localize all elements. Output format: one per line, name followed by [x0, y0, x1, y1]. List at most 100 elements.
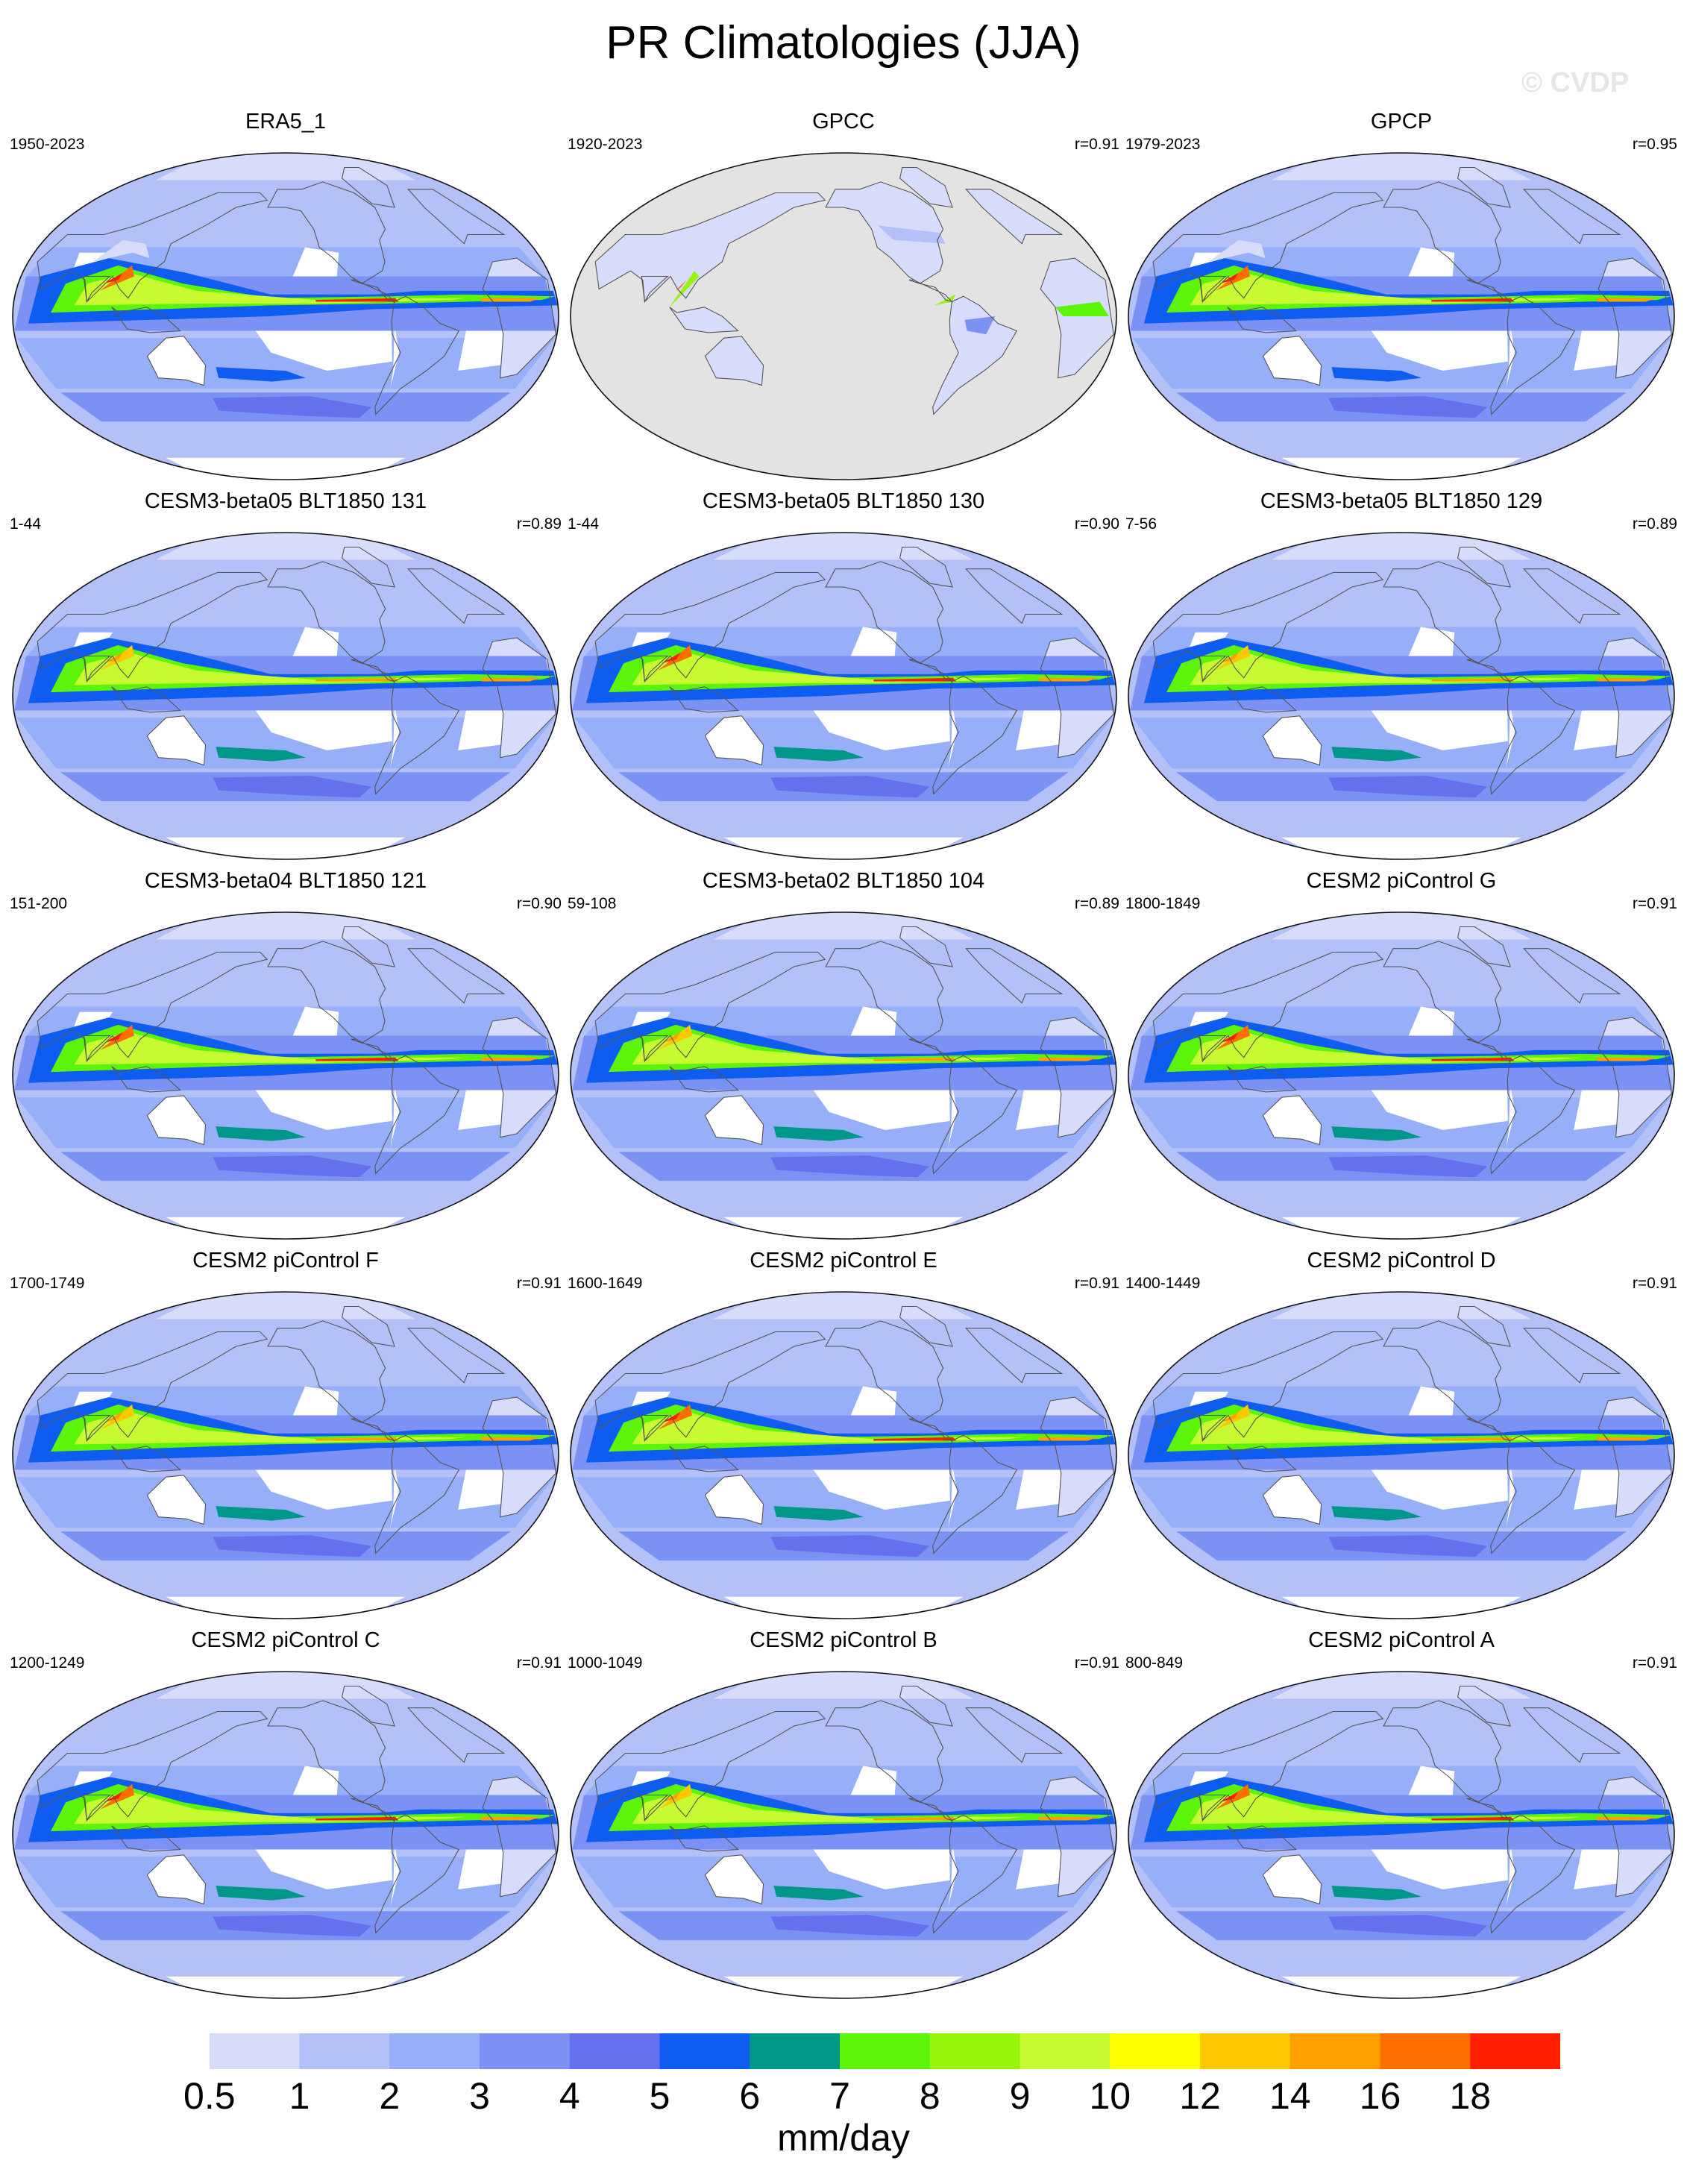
precip-map — [570, 152, 1117, 480]
panel-years: 800-849 — [1125, 1654, 1184, 1672]
panel-years: 1700-1749 — [10, 1275, 85, 1292]
panel-title: CESM2 piControl C — [191, 1628, 380, 1652]
precip-map — [12, 152, 559, 480]
panel-years: 1800-1849 — [1125, 895, 1201, 912]
panel-years: 1-44 — [10, 515, 42, 533]
map-panel: CESM2 piControl D 1400-1449 r=0.91 — [1125, 1247, 1677, 1624]
map-panel: CESM2 piControl E 1600-1649 r=0.91 — [568, 1247, 1119, 1624]
panel-title: CESM3-beta02 BLT1850 104 — [702, 869, 985, 893]
colorbar-tick-label: 10 — [1089, 2075, 1131, 2117]
colorbar-tick-label: 5 — [649, 2075, 670, 2117]
map-panel: CESM3-beta04 BLT1850 121 151-200 r=0.90 — [10, 867, 562, 1244]
colorbar-swatch — [659, 2033, 750, 2069]
colorbar-tick-label: 16 — [1359, 2075, 1401, 2117]
map-panel: GPCC 1920-2023 r=0.91 — [568, 108, 1119, 485]
colorbar-swatch — [209, 2033, 300, 2069]
precip-map — [12, 911, 559, 1240]
panel-title: CESM3-beta05 BLT1850 131 — [144, 489, 427, 513]
panel-years: 1920-2023 — [568, 136, 643, 153]
precip-map — [1128, 911, 1675, 1240]
map-panel: CESM2 piControl A 800-849 r=0.91 — [1125, 1627, 1677, 2003]
panel-correlation: r=0.91 — [516, 1275, 562, 1292]
panel-title: CESM3-beta05 BLT1850 130 — [702, 489, 985, 513]
panel-correlation: r=0.89 — [1632, 515, 1677, 533]
precip-map — [12, 1291, 559, 1619]
colorbar-tick-label: 9 — [1009, 2075, 1031, 2117]
panel-correlation: r=0.91 — [516, 1654, 562, 1672]
panel-years: 1950-2023 — [10, 136, 85, 153]
map-panel: GPCP 1979-2023 r=0.95 — [1125, 108, 1677, 485]
colorbar-swatch — [1200, 2033, 1291, 2069]
panel-title: CESM3-beta05 BLT1850 129 — [1260, 489, 1543, 513]
map-panel: CESM2 piControl B 1000-1049 r=0.91 — [568, 1627, 1119, 2003]
colorbar-tick-label: 0.5 — [183, 2075, 236, 2117]
panel-title: ERA5_1 — [245, 110, 326, 134]
panel-correlation: r=0.91 — [1632, 1654, 1677, 1672]
panel-years: 1600-1649 — [568, 1275, 643, 1292]
cvdp-watermark: © CVDP — [1521, 67, 1630, 98]
colorbar-swatch — [119, 2033, 210, 2069]
panel-title: CESM2 piControl D — [1307, 1249, 1496, 1273]
colorbar-swatch — [1020, 2033, 1110, 2069]
precip-map — [570, 532, 1117, 860]
colorbar-swatch — [1470, 2033, 1560, 2069]
colorbar-tick-label: 8 — [919, 2075, 940, 2117]
panel-title: CESM2 piControl B — [750, 1628, 937, 1652]
map-panel: CESM3-beta05 BLT1850 129 7-56 r=0.89 — [1125, 488, 1677, 865]
precip-map — [570, 911, 1117, 1240]
colorbar-swatch — [750, 2033, 841, 2069]
colorbar-tick-label: 2 — [379, 2075, 400, 2117]
colorbar-tick-label: 18 — [1449, 2075, 1492, 2117]
precip-map — [1128, 532, 1675, 860]
precip-map — [570, 1671, 1117, 1999]
map-panel: CESM2 piControl F 1700-1749 r=0.91 — [10, 1247, 562, 1624]
colorbar-tick-label: 4 — [559, 2075, 580, 2117]
panel-years: 59-108 — [568, 895, 617, 912]
panel-correlation: r=0.89 — [516, 515, 562, 533]
map-panel: CESM2 piControl G 1800-1849 r=0.91 — [1125, 867, 1677, 1244]
panel-title: CESM2 piControl G — [1306, 869, 1497, 893]
panel-correlation: r=0.91 — [1632, 895, 1677, 912]
colorbar — [119, 2033, 1560, 2069]
map-panel: CESM3-beta05 BLT1850 131 1-44 r=0.89 — [10, 488, 562, 865]
map-panel: CESM3-beta05 BLT1850 130 1-44 r=0.90 — [568, 488, 1119, 865]
panel-title: CESM2 piControl F — [192, 1249, 379, 1273]
panel-correlation: r=0.91 — [1074, 1275, 1119, 1292]
precip-map — [570, 1291, 1117, 1619]
panel-correlation: r=0.90 — [516, 895, 562, 912]
colorbar-swatch — [1380, 2033, 1471, 2069]
colorbar-swatch — [569, 2033, 660, 2069]
colorbar-tick-label: 12 — [1179, 2075, 1221, 2117]
panel-years: 1-44 — [568, 515, 600, 533]
precip-map — [12, 1671, 559, 1999]
panel-correlation: r=0.91 — [1074, 136, 1119, 153]
panel-years: 1200-1249 — [10, 1654, 85, 1672]
colorbar-labels: 0.5 1 2 3 4 5 6 7 8 9 10 12 14 16 18 — [119, 2074, 1560, 2118]
map-panel: CESM3-beta02 BLT1850 104 59-108 r=0.89 — [568, 867, 1119, 1244]
panel-years: 1400-1449 — [1125, 1275, 1201, 1292]
panel-years: 151-200 — [10, 895, 68, 912]
precip-map — [1128, 1291, 1675, 1619]
colorbar-tick-label: 7 — [829, 2075, 850, 2117]
panel-years: 1979-2023 — [1125, 136, 1201, 153]
colorbar-swatch — [299, 2033, 390, 2069]
precip-map — [1128, 152, 1675, 480]
panel-correlation: r=0.91 — [1632, 1275, 1677, 1292]
map-panel: CESM2 piControl C 1200-1249 r=0.91 — [10, 1627, 562, 2003]
panel-title: CESM2 piControl A — [1308, 1628, 1495, 1652]
panel-title: GPCC — [812, 110, 875, 134]
panel-years: 1000-1049 — [568, 1654, 643, 1672]
colorbar-tick-label: 3 — [469, 2075, 490, 2117]
colorbar-swatch — [1289, 2033, 1380, 2069]
colorbar-swatch — [480, 2033, 571, 2069]
colorbar-swatch — [1110, 2033, 1201, 2069]
map-panel: ERA5_1 1950-2023 — [10, 108, 562, 485]
colorbar-tick-label: 6 — [739, 2075, 761, 2117]
panel-correlation: r=0.91 — [1074, 1654, 1119, 1672]
colorbar-swatches — [119, 2033, 1560, 2069]
colorbar-tick-label: 1 — [289, 2075, 310, 2117]
panel-years: 7-56 — [1125, 515, 1157, 533]
precip-map — [1128, 1671, 1675, 1999]
colorbar-swatch — [389, 2033, 480, 2069]
panel-title: CESM2 piControl E — [750, 1249, 937, 1273]
